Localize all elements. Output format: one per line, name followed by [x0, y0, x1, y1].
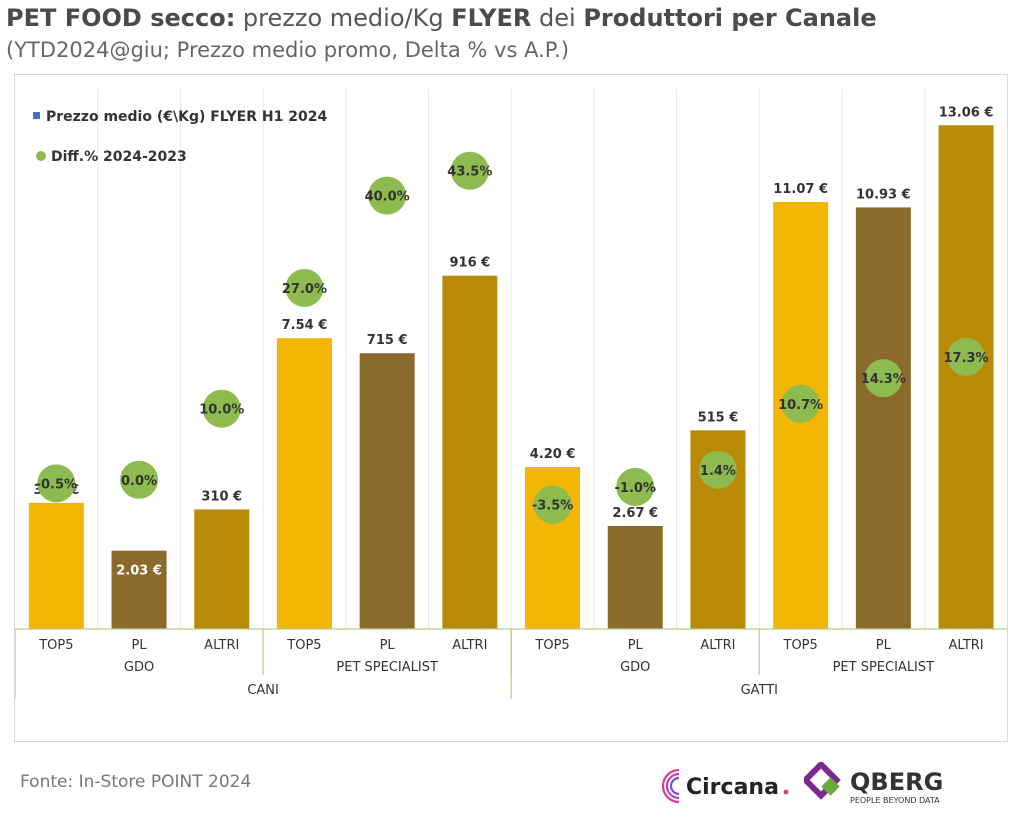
diff-marker: [947, 337, 986, 376]
legend-label-price: Prezzo medio (€\Kg) FLYER H1 2024: [46, 109, 327, 125]
bar-chart: 3.27 €2.03 €310 €7.54 €715 €916 €4.20 €2…: [15, 89, 1007, 699]
bar-value-label: 715 €: [367, 333, 408, 348]
bar-value-label: 310 €: [201, 489, 242, 504]
bar-value-label: 7.54 €: [282, 318, 328, 333]
category-tick-label: PL: [380, 638, 396, 653]
bar-value-label: 916 €: [449, 256, 490, 271]
diff-value-label: -3.5%: [532, 499, 573, 514]
category-tick-label: ALTRI: [204, 638, 239, 653]
diff-value-label: 27.0%: [282, 282, 327, 297]
category-tick-label: PL: [876, 638, 892, 653]
category-tick-label: ALTRI: [948, 638, 983, 653]
category-tick-label: ALTRI: [452, 638, 487, 653]
super-group-label: GATTI: [741, 683, 778, 698]
circana-logo-text: Circana: [686, 775, 779, 800]
diff-value-label: 40.0%: [365, 190, 410, 205]
legend-swatch-price: [33, 112, 40, 119]
title-normal-1: prezzo medio/Kg: [235, 4, 452, 32]
bar: [938, 125, 994, 629]
bar: [359, 353, 415, 629]
diff-marker: [533, 485, 572, 524]
diff-value-label: 17.3%: [943, 351, 988, 366]
diff-marker: [368, 176, 407, 215]
diff-value-label: 1.4%: [700, 464, 736, 479]
diff-marker: [285, 268, 324, 307]
super-group-label: CANI: [247, 683, 279, 698]
bar: [442, 275, 498, 629]
qberg-tagline: PEOPLE BEYOND DATA: [850, 796, 940, 805]
diff-value-label: 0.0%: [121, 474, 157, 489]
title-bold-1: PET FOOD secco:: [6, 4, 236, 32]
group-label: PET SPECIALIST: [336, 660, 438, 675]
diff-value-label: -1.0%: [615, 481, 656, 496]
bar-value-label: 11.07 €: [773, 182, 828, 197]
bar: [194, 509, 250, 629]
category-tick-label: TOP5: [38, 638, 73, 653]
diff-marker: [698, 450, 737, 489]
category-tick-label: TOP5: [534, 638, 569, 653]
bar-value-label: 515 €: [698, 410, 739, 425]
diff-marker: [37, 464, 76, 503]
category-tick-label: PL: [132, 638, 148, 653]
diff-marker: [616, 467, 655, 506]
diff-marker: [202, 389, 241, 428]
legend-label-diff: Diff.% 2024-2023: [51, 149, 187, 165]
group-label: GDO: [620, 660, 650, 675]
diff-marker: [450, 151, 489, 190]
category-tick-label: PL: [628, 638, 644, 653]
diff-value-label: 10.0%: [199, 403, 244, 418]
title-normal-2: dei: [531, 4, 584, 32]
bar: [276, 338, 332, 629]
qberg-logo-text: QBERG: [850, 768, 943, 796]
bar: [28, 502, 84, 629]
qberg-logo: QBERG PEOPLE BEYOND DATA: [804, 762, 943, 805]
diff-value-label: 43.5%: [447, 165, 492, 180]
bar-value-label: 13.06 €: [939, 105, 994, 120]
diff-marker: [120, 460, 159, 499]
bar-value-label: 2.67 €: [612, 506, 658, 521]
title-bold-2: FLYER: [451, 4, 532, 32]
group-label: PET SPECIALIST: [833, 660, 935, 675]
title-bold-3: Produttori per Canale: [583, 4, 877, 32]
category-tick-label: TOP5: [286, 638, 321, 653]
group-label: GDO: [124, 660, 154, 675]
bar: [111, 550, 167, 629]
legend-swatch-diff: [36, 151, 46, 161]
category-tick-label: TOP5: [783, 638, 818, 653]
bar-value-label: 4.20 €: [530, 447, 576, 462]
bar: [855, 207, 911, 629]
category-tick-label: ALTRI: [700, 638, 735, 653]
diff-value-label: 10.7%: [778, 398, 823, 413]
diff-marker: [864, 359, 903, 398]
page-title: PET FOOD secco: prezzo medio/Kg FLYER de…: [6, 4, 877, 32]
bar-value-label: 2.03 €: [116, 564, 162, 579]
source-note: Fonte: In-Store POINT 2024: [20, 772, 252, 792]
diff-value-label: -0.5%: [36, 477, 77, 492]
circana-logo: Circana: [661, 768, 789, 804]
diff-marker: [781, 384, 820, 423]
page-subtitle: (YTD2024@giu; Prezzo medio promo, Delta …: [6, 38, 570, 62]
chart-area: 3.27 €2.03 €310 €7.54 €715 €916 €4.20 €2…: [14, 74, 1008, 742]
bar: [607, 526, 663, 629]
diff-value-label: 14.3%: [861, 372, 906, 387]
bar-value-label: 10.93 €: [856, 187, 911, 202]
